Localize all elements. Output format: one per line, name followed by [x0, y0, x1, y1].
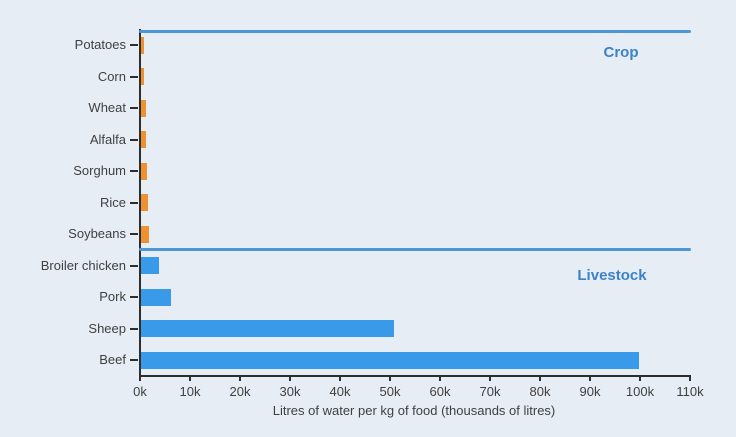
x-tick-40k [339, 375, 341, 381]
x-tick-10k [189, 375, 191, 381]
x-tick-30k [289, 375, 291, 381]
x-tick-50k [389, 375, 391, 381]
bar-soybeans [141, 225, 149, 243]
x-tick-label-10k: 10k [179, 384, 201, 399]
bar-alfalfa [141, 131, 146, 148]
x-tick-label-100k: 100k [625, 384, 655, 399]
x-tick-70k [489, 375, 491, 381]
x-tick-label-110k: 110k [676, 384, 704, 399]
x-tick-label-30k: 30k [279, 384, 301, 399]
category-tick-potatoes [130, 44, 138, 46]
bar-broiler-chicken [141, 257, 159, 274]
category-label-broiler-chicken: Broiler chicken [40, 257, 126, 273]
livestock-group-label: Livestock [577, 267, 647, 284]
category-label-corn: Corn [97, 68, 126, 84]
category-label-potatoes: Potatoes [74, 37, 126, 52]
x-tick-label-80k: 80k [529, 384, 551, 399]
bar-potatoes [141, 36, 144, 54]
category-label-wheat: Wheat [88, 100, 126, 115]
crop-group-separator-line [139, 30, 691, 33]
crop-group-label: Crop [603, 44, 639, 61]
bar-rice [141, 194, 149, 211]
x-tick-label-90k: 90k [579, 384, 601, 399]
category-tick-beef [130, 359, 138, 361]
bar-sorghum [141, 162, 147, 180]
category-label-soybeans: Soybeans [68, 226, 126, 241]
category-label-sorghum: Sorghum [73, 163, 126, 178]
category-tick-wheat [130, 107, 138, 109]
livestock-group-separator-line [139, 248, 691, 251]
y-axis-line [139, 29, 141, 375]
x-axis-title: Litres of water per kg of food (thousand… [272, 403, 556, 418]
category-tick-soybeans [130, 233, 138, 235]
x-tick-100k [639, 375, 641, 381]
x-tick-0k [139, 375, 141, 381]
category-tick-broiler-chicken [130, 264, 138, 267]
x-tick-label-60k: 60k [429, 384, 451, 399]
x-tick-label-40k: 40k [329, 384, 351, 399]
category-tick-alfalfa [130, 138, 138, 141]
category-label-sheep: Sheep [88, 320, 126, 336]
bar-sheep [141, 320, 394, 337]
x-tick-90k [589, 375, 591, 381]
category-tick-sorghum [130, 170, 138, 172]
x-tick-label-20k: 20k [229, 384, 251, 399]
x-tick-60k [439, 375, 441, 381]
category-label-beef: Beef [99, 352, 126, 367]
x-tick-label-0k: 0k [133, 384, 147, 399]
category-tick-sheep [130, 327, 138, 330]
category-tick-corn [130, 75, 138, 78]
bar-pork [141, 288, 171, 306]
bar-beef [141, 351, 639, 369]
category-label-alfalfa: Alfalfa [89, 131, 126, 147]
x-tick-110k [689, 375, 691, 381]
category-label-rice: Rice [99, 194, 126, 210]
category-tick-rice [130, 201, 138, 204]
x-axis-line [139, 375, 691, 377]
bar-wheat [141, 99, 146, 117]
x-tick-label-50k: 50k [379, 384, 401, 399]
x-tick-80k [539, 375, 541, 381]
x-tick-label-70k: 70k [479, 384, 501, 399]
category-tick-pork [130, 296, 138, 298]
x-tick-20k [239, 375, 241, 381]
bar-corn [141, 68, 145, 85]
category-label-pork: Pork [99, 289, 126, 304]
